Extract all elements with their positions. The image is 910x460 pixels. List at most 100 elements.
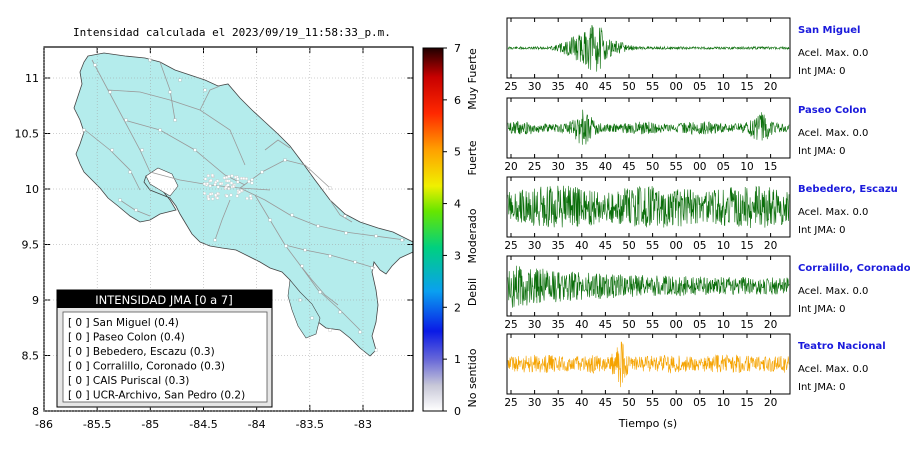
station-intensity: Int JMA: 0 xyxy=(798,225,846,236)
station-accel: Acel. Max. 0.0 xyxy=(798,364,868,375)
colorbar-gradient xyxy=(422,47,444,412)
station-dot xyxy=(374,234,378,238)
station-dot xyxy=(140,148,144,152)
station-dot xyxy=(283,158,287,162)
station-dot xyxy=(328,328,332,332)
legend-entry: [ 0 ] San Miguel (0.4) xyxy=(68,317,179,329)
waveform-tick-label: 35 xyxy=(552,319,565,331)
station-dot xyxy=(178,78,182,82)
station-dot xyxy=(214,180,218,184)
waveform-tick-label: 50 xyxy=(622,81,635,93)
waveform-tick-label: 25 xyxy=(504,240,517,252)
waveform-tick-label: 50 xyxy=(646,161,659,173)
station-dot xyxy=(227,187,231,191)
colorbar-tick-label: 4 xyxy=(454,198,461,211)
waveform-tick-label: 25 xyxy=(504,319,517,331)
station-dot xyxy=(250,181,254,185)
waveform-tick-label: 40 xyxy=(575,240,588,252)
legend-title: INTENSIDAD JMA [0 a 7] xyxy=(95,293,232,307)
station-dot xyxy=(211,197,215,201)
station-dot xyxy=(124,118,128,122)
colorbar-label: Moderado xyxy=(466,208,479,263)
station-dot xyxy=(108,90,112,94)
map-x-tick-label: -85.5 xyxy=(83,418,111,431)
station-dot xyxy=(328,186,332,190)
colorbar-label: Debil xyxy=(466,278,479,306)
waveform-trace xyxy=(507,109,790,145)
map-x-tick-label: -83.5 xyxy=(296,418,324,431)
station-dot xyxy=(242,177,246,180)
station-dot xyxy=(353,260,357,264)
waveform-tick-label: 30 xyxy=(528,397,541,409)
waveform-tick-label: 15 xyxy=(740,240,753,252)
colorbar-tick-label: 1 xyxy=(454,353,461,366)
waveform-tick-label: 05 xyxy=(693,81,706,93)
colorbar-label: No sentido xyxy=(466,348,479,407)
waveform-tick-label: 10 xyxy=(717,397,730,409)
waveform-tick-label: 05 xyxy=(693,319,706,331)
waveform-trace xyxy=(507,185,790,229)
waveform-tick-label: 30 xyxy=(552,161,565,173)
station-dot xyxy=(148,58,152,62)
colorbar-tick-label: 2 xyxy=(454,301,461,314)
colorbar-ticks: 7 6 5 4 3 2 1 0 xyxy=(443,42,461,418)
station-dot xyxy=(316,224,320,228)
station-dot xyxy=(247,180,251,183)
station-intensity: Int JMA: 0 xyxy=(798,382,846,393)
waveform-tick-label: 05 xyxy=(693,240,706,252)
waveform-tick-label: 35 xyxy=(552,81,565,93)
station-dot xyxy=(400,238,404,242)
waveform-tick-label: 25 xyxy=(528,161,541,173)
map-y-tick-label: 9 xyxy=(32,294,39,307)
station-dot xyxy=(229,193,233,197)
station-dot xyxy=(344,231,348,235)
waveform-tick-label: 15 xyxy=(740,319,753,331)
waveform-xlabel: Tiempo (s) xyxy=(618,417,677,430)
station-dot xyxy=(226,183,230,187)
station-intensity: Int JMA: 0 xyxy=(798,146,846,157)
station-dot xyxy=(298,298,302,302)
map-x-tick-label: -86 xyxy=(35,418,53,431)
station-dot xyxy=(284,244,288,248)
waveform-panel: 25 30 35 40 45 50 55 00 05 10 15 20 Corralillo, Coro… xyxy=(504,255,910,331)
station-dot xyxy=(303,248,307,252)
station-dot xyxy=(206,174,210,178)
map-y-tick-label: 8.5 xyxy=(22,350,40,363)
waveform-tick-label: 30 xyxy=(528,319,541,331)
station-dot xyxy=(260,170,264,174)
station-dot xyxy=(226,179,230,183)
station-dot xyxy=(328,254,332,258)
station-dot xyxy=(158,128,162,132)
waveform-panels: 25 30 35 40 45 50 55 00 05 10 15 20 San Miguel Acel. … xyxy=(504,17,910,409)
waveform-tick-label: 35 xyxy=(552,240,565,252)
waveform-tick-label: 10 xyxy=(717,81,730,93)
waveform-trace xyxy=(507,341,790,388)
station-dot xyxy=(203,192,206,195)
waveform-panel: 25 30 35 40 45 50 55 00 05 10 15 20 San Miguel Acel. … xyxy=(504,17,868,93)
legend-entry: [ 0 ] UCR-Archivo, San Pedro (0.2) xyxy=(68,390,245,402)
map-x-tick-label: -83 xyxy=(354,418,372,431)
station-dot xyxy=(216,185,220,189)
station-accel: Acel. Max. 0.0 xyxy=(798,286,868,297)
waveform-tick-label: 15 xyxy=(740,81,753,93)
waveform-tick-label: 10 xyxy=(740,161,753,173)
map-x-tick-label: -84 xyxy=(248,418,266,431)
station-dot xyxy=(214,193,218,197)
waveform-tick-label: 45 xyxy=(599,397,612,409)
waveform-tick-label: 55 xyxy=(646,240,659,252)
waveform-tick-label: 50 xyxy=(622,397,635,409)
station-dot xyxy=(208,184,212,188)
station-dot xyxy=(268,218,272,222)
station-dot xyxy=(219,182,222,186)
legend-entry: [ 0 ] CAIS Puriscal (0.3) xyxy=(68,375,189,387)
colorbar-tick-label: 6 xyxy=(454,94,461,107)
colorbar-tick-label: 7 xyxy=(454,42,461,55)
station-dot xyxy=(238,190,241,194)
station-dot xyxy=(370,266,374,270)
map-y-tick-label: 10.5 xyxy=(15,128,40,141)
colorbar-tick-label: 5 xyxy=(454,146,461,159)
station-dot xyxy=(209,192,212,196)
colorbar-label: Fuerte xyxy=(466,140,479,175)
station-intensity: Int JMA: 0 xyxy=(798,66,846,77)
colorbar-tick-label: 0 xyxy=(454,405,461,418)
